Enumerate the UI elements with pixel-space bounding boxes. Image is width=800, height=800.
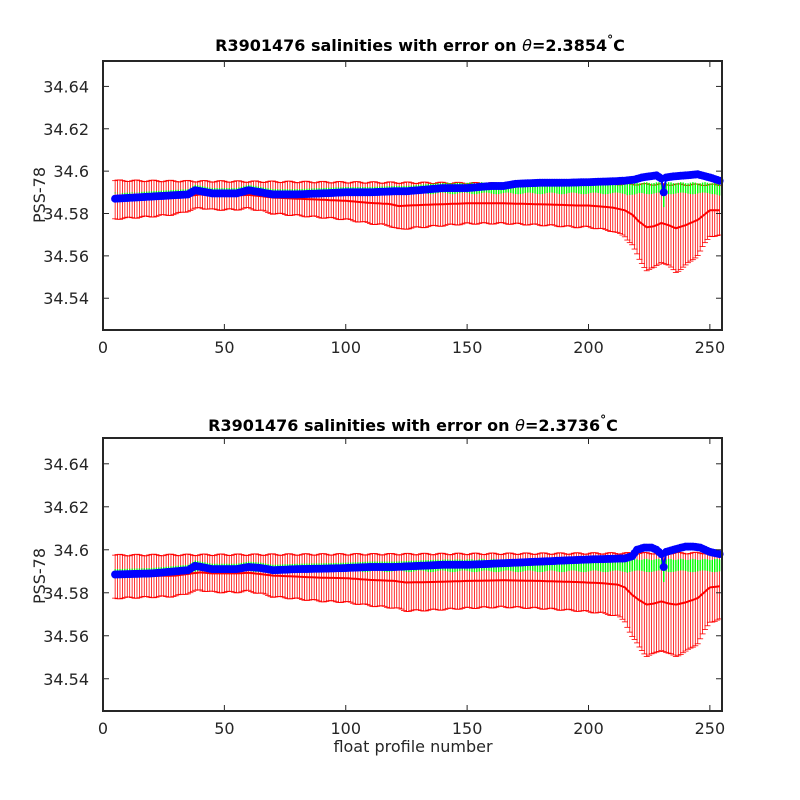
panel-title: R3901476 salinities with error on θ=2.38… bbox=[215, 33, 625, 55]
x-tick-label: 100 bbox=[330, 719, 361, 738]
measured-salinity-point bbox=[659, 188, 668, 197]
x-axis-label: float profile number bbox=[333, 737, 493, 756]
x-tick-label: 100 bbox=[330, 338, 361, 357]
y-tick-label: 34.56 bbox=[43, 247, 89, 266]
x-axis-ticks: 0 50 100 150 200 250 bbox=[98, 438, 725, 738]
y-axis-ticks: 34.54 34.56 34.58 34.6 34.62 34.64 bbox=[43, 77, 722, 308]
measured-salinity-series bbox=[111, 542, 724, 579]
mapped-salinity-line bbox=[115, 571, 720, 606]
y-tick-label: 34.62 bbox=[43, 498, 89, 517]
salinity-panel-bottom: R3901476 salinities with error on θ=2.37… bbox=[30, 413, 725, 756]
measured-salinity-series bbox=[111, 170, 724, 203]
x-tick-label: 150 bbox=[452, 719, 483, 738]
x-tick-label: 50 bbox=[214, 338, 234, 357]
x-tick-label: 200 bbox=[573, 719, 604, 738]
measured-salinity-point bbox=[659, 563, 668, 571]
x-tick-label: 0 bbox=[98, 719, 108, 738]
salinity-panel-top: R3901476 salinities with error on θ=2.38… bbox=[30, 33, 725, 357]
x-tick-label: 250 bbox=[695, 338, 726, 357]
y-tick-label: 34.62 bbox=[43, 120, 89, 139]
plot-area: 0 50 100 150 200 25034.5434.5634.5834.634.623… bbox=[43, 437, 725, 738]
y-axis-label: PSS-78 bbox=[30, 167, 49, 223]
y-tick-label: 34.54 bbox=[43, 670, 89, 689]
x-tick-label: 0 bbox=[98, 338, 108, 357]
y-tick-label: 34.54 bbox=[43, 289, 89, 308]
y-tick-label: 34.58 bbox=[43, 205, 89, 224]
axes-box bbox=[102, 60, 723, 331]
x-axis-ticks: 0 50 100 150 200 250 bbox=[98, 61, 725, 357]
x-tick-label: 150 bbox=[452, 338, 483, 357]
x-tick-label: 200 bbox=[573, 338, 604, 357]
y-axis-label: PSS-78 bbox=[30, 548, 49, 604]
y-tick-label: 34.58 bbox=[43, 584, 89, 603]
y-tick-label: 34.64 bbox=[43, 77, 89, 96]
y-tick-label: 34.6 bbox=[53, 541, 89, 560]
y-tick-label: 34.56 bbox=[43, 627, 89, 646]
x-tick-label: 50 bbox=[214, 719, 234, 738]
plot-area: 0 50 100 150 200 25034.5434.5634.5834.634.623… bbox=[43, 60, 725, 357]
axes-box bbox=[102, 437, 723, 712]
y-tick-label: 34.64 bbox=[43, 455, 89, 474]
y-axis-ticks: 34.54 34.56 34.58 34.6 34.62 34.64 bbox=[43, 455, 722, 689]
x-tick-label: 250 bbox=[695, 719, 726, 738]
y-tick-label: 34.6 bbox=[53, 162, 89, 181]
panel-title: R3901476 salinities with error on θ=2.37… bbox=[208, 413, 618, 435]
